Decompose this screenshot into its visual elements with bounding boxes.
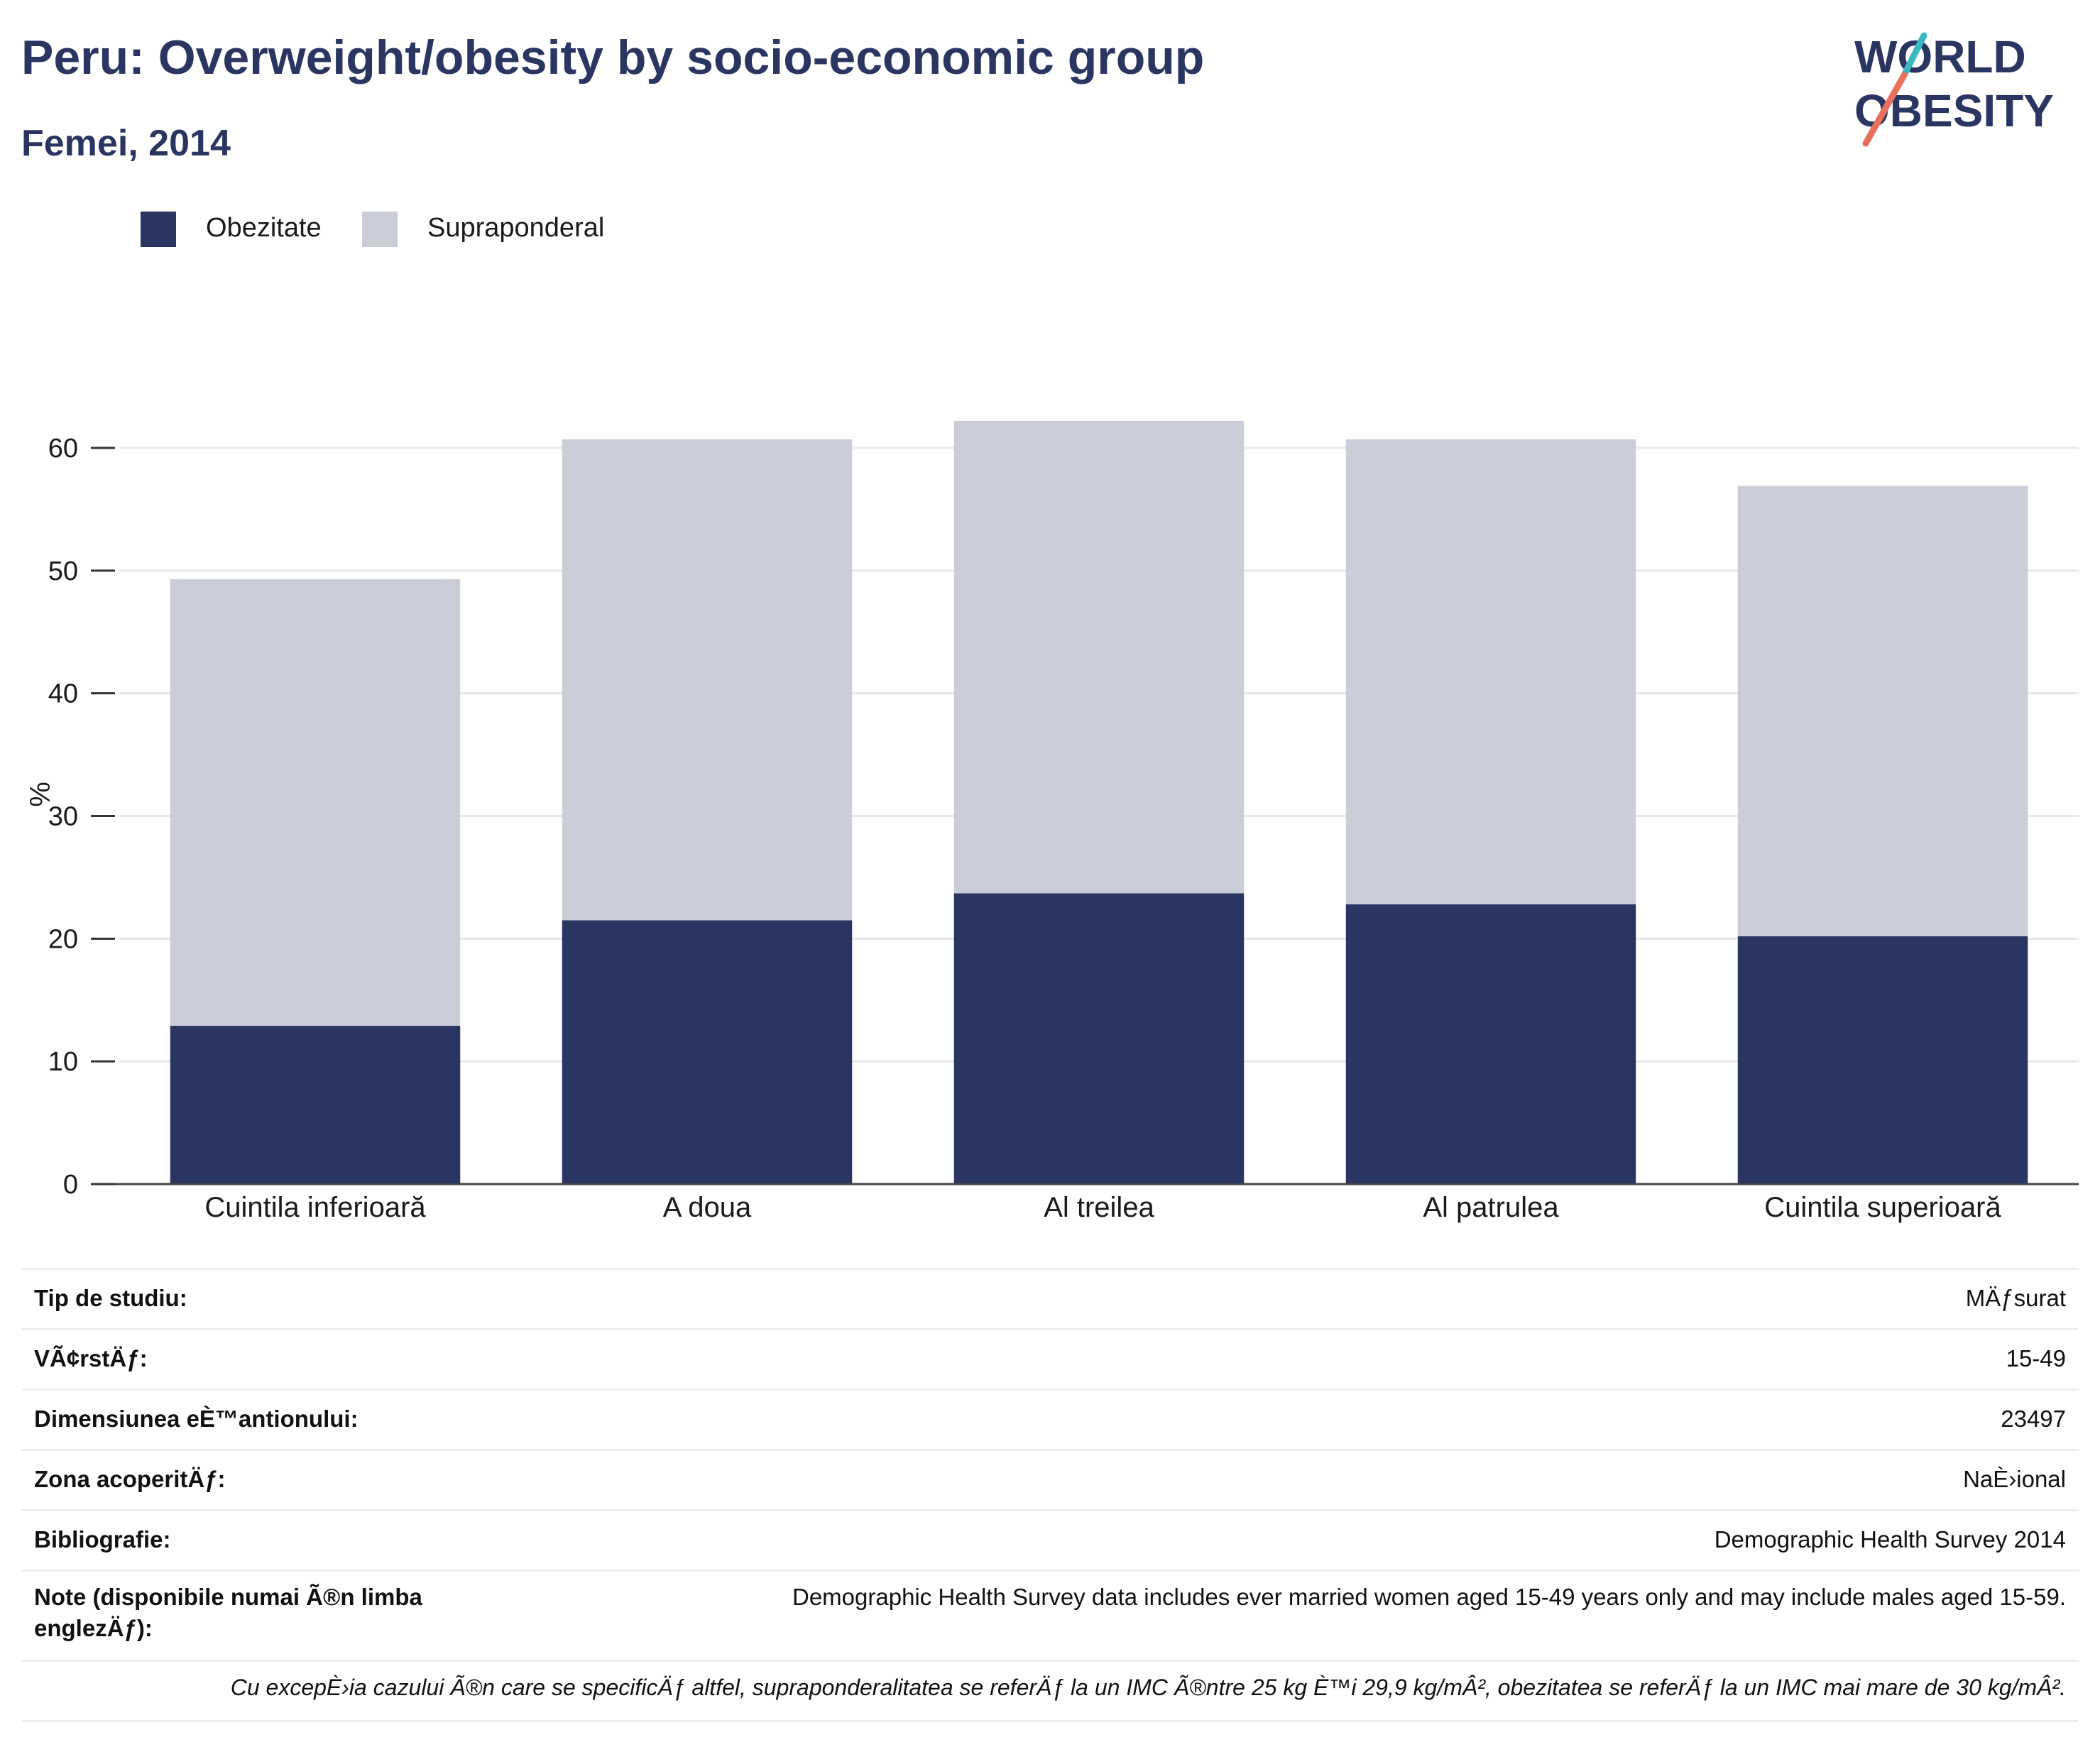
logo-slash-coral [1862,72,1908,147]
info-value-area: NaÈ›ional [1963,1466,2066,1492]
info-row-bibliography: Bibliografie: Demographic Health Survey … [21,1509,2079,1570]
legend-label-supraponderal: Supraponderal [427,213,605,243]
info-row-study-type: Tip de studiu: MÄƒsurat [21,1268,2079,1328]
bar-supraponderal[interactable] [1737,486,2028,936]
info-value-bibliography: Demographic Health Survey 2014 [1714,1526,2066,1552]
info-key-notes: Note (disponibile numai Ã®n limba englez… [34,1584,422,1641]
logo-line1: WORLD [1854,31,2026,82]
logo-slash-teal [1901,32,1927,79]
info-row-notes: Note (disponibile numai Ã®n limba englez… [21,1570,2079,1660]
info-row-sample-size: Dimensiunea eÈ™antionului: 23497 [21,1389,2079,1449]
info-value-sample-size: 23497 [2001,1406,2066,1432]
bar-obezitate[interactable] [953,893,1245,1184]
y-tick-label: 10 [48,1047,78,1077]
legend-swatch-obezitate [141,212,176,247]
y-axis-label: % [25,782,56,807]
x-tick-label: Cuintila superioară [1764,1192,2001,1223]
y-tick-label: 0 [63,1170,78,1200]
legend-label-obezitate: Obezitate [206,213,322,243]
world-obesity-logo: WORLD OBESITY [1854,31,2054,147]
bar-obezitate[interactable] [1345,904,1636,1184]
footnote-text: Cu excepÈ›ia cazului Ã®n care se specifi… [230,1675,2066,1700]
bar-supraponderal[interactable] [953,420,1245,894]
footnote-row: Cu excepÈ›ia cazului Ã®n care se specifi… [21,1660,2079,1722]
y-tick-label: 60 [48,434,78,464]
bar-obezitate[interactable] [170,1026,461,1184]
info-value-study-type: MÄƒsurat [1965,1285,2066,1311]
info-key-area: Zona acoperitÄƒ: [34,1466,226,1492]
study-info-table: Tip de studiu: MÄƒsurat VÃ¢rstÄƒ: 15-49 … [21,1268,2079,1722]
x-tick-label: Al treilea [1044,1192,1154,1223]
chart-title: Peru: Overweight/obesity by socio-econom… [21,31,1205,84]
bar-supraponderal[interactable] [562,439,853,921]
info-row-age: VÃ¢rstÄƒ: 15-49 [21,1328,2079,1389]
bar-obezitate[interactable] [1737,936,2028,1184]
info-value-notes: Demographic Health Survey data includes … [792,1584,2066,1610]
bar-supraponderal[interactable] [170,579,461,1026]
info-key-age: VÃ¢rstÄƒ: [34,1345,148,1371]
x-tick-label: Cuintila inferioară [204,1192,426,1223]
info-key-bibliography: Bibliografie: [34,1526,171,1552]
info-row-area: Zona acoperitÄƒ: NaÈ›ional [21,1449,2079,1509]
info-key-sample-size: Dimensiunea eÈ™antionului: [34,1406,359,1432]
bar-obezitate[interactable] [562,920,853,1184]
x-tick-label: A doua [663,1192,752,1223]
y-tick-label: 20 [48,924,78,954]
info-key-study-type: Tip de studiu: [34,1285,187,1311]
y-tick-label: 50 [48,557,78,586]
stacked-bar-chart: 0 10 20 30 40 50 60% Cuintila inferioară A doua A… [25,420,2079,1223]
x-tick-label: Al patrulea [1423,1192,1559,1223]
info-value-age: 15-49 [2006,1345,2066,1371]
chart-subtitle: Femei, 2014 [21,123,231,164]
legend-swatch-supraponderal [362,212,398,247]
bar-supraponderal[interactable] [1345,439,1636,904]
y-tick-label: 30 [48,801,78,831]
y-tick-label: 40 [48,679,78,709]
